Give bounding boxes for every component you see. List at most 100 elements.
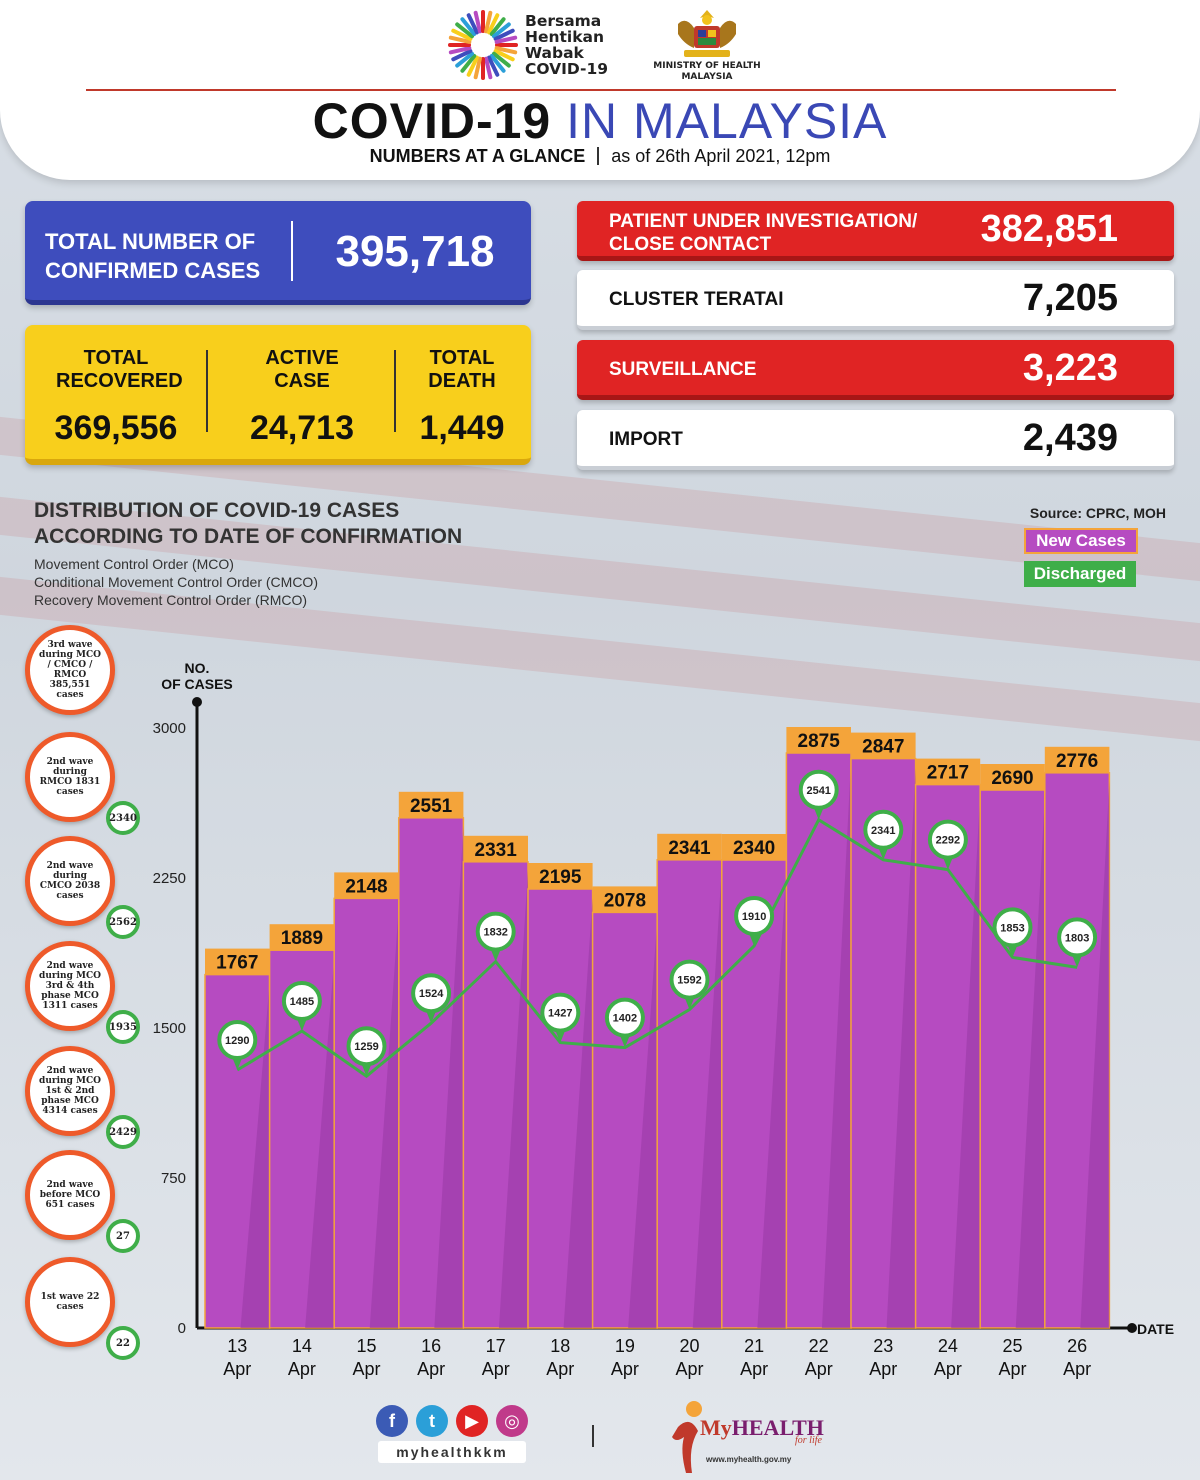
- cases-chart: NO. OF CASES DATE 0 750 1500 2250 3000 1767 13 Apr…: [153, 660, 1174, 1379]
- legend-discharged: Discharged: [1024, 561, 1136, 587]
- discharged-point: 2341: [863, 809, 904, 860]
- bar-shade: [334, 906, 399, 1328]
- x-axis-cap: [1127, 1323, 1137, 1333]
- wave-2nd-rmco: 2nd wave during RMCO 1831 cases 2340: [25, 732, 140, 835]
- wave-3rd: 3rd wave during MCO / CMCO / RMCO 385,55…: [25, 625, 115, 715]
- x-tick-month: Apr: [998, 1359, 1026, 1379]
- bar-value-label: 2551: [410, 796, 453, 817]
- bar-value-label: 1889: [281, 928, 323, 949]
- y-axis-title: NO. OF CASES: [161, 660, 233, 692]
- discharged-value-label: 1485: [290, 996, 314, 1008]
- discharged-value-label: 1290: [225, 1035, 249, 1047]
- x-tick-month: Apr: [934, 1359, 962, 1379]
- bar-shade: [915, 792, 981, 1328]
- bar-group: 1889: [268, 924, 335, 1329]
- bar-value-label: 2847: [862, 737, 904, 758]
- x-tick-month: Apr: [546, 1359, 574, 1379]
- twitter-icon[interactable]: t: [416, 1405, 448, 1437]
- header: Bersama Hentikan Wabak COVID-19 MINISTRY…: [0, 0, 1200, 180]
- outcome-card: TOTAL RECOVERED 369,556 ACTIVE CASE 24,7…: [25, 325, 531, 465]
- x-tick-day: 24: [938, 1336, 958, 1356]
- discharged-marker: [475, 911, 516, 952]
- bar-label-bg: [205, 948, 270, 975]
- bar-shade: [851, 766, 916, 1328]
- logo-ray: [455, 22, 475, 39]
- page-title: COVID-19 IN MALAYSIA: [312, 93, 888, 149]
- bar-shade: [1044, 780, 1110, 1328]
- header-rule: [86, 89, 1116, 91]
- instagram-icon[interactable]: ◎: [496, 1405, 528, 1437]
- discharged-marker: [927, 819, 968, 860]
- discharged-value-label: 1259: [354, 1041, 378, 1053]
- discharged-marker: [863, 809, 904, 850]
- bar-value-label: 2331: [475, 840, 518, 861]
- x-tick-month: Apr: [869, 1359, 897, 1379]
- discharged-value-label: 2541: [806, 785, 830, 797]
- x-tick-month: Apr: [417, 1359, 445, 1379]
- discharged-value-label: 1592: [677, 975, 701, 987]
- discharged-marker: [992, 907, 1033, 948]
- discharged-value-label: 1427: [548, 1008, 572, 1020]
- logo-ray: [455, 51, 475, 68]
- coat-of-arms-icon: [678, 10, 736, 57]
- wave-badge: 22: [106, 1326, 140, 1360]
- bar-value-label: 2148: [345, 876, 387, 897]
- discharged-value-label: 1832: [483, 927, 507, 939]
- source-label: Source: CPRC, MOH: [1029, 505, 1166, 521]
- facebook-icon[interactable]: f: [376, 1405, 408, 1437]
- bar-group: 2875: [785, 727, 852, 1329]
- bar-label-bg: [915, 758, 981, 785]
- x-tick-day: 16: [421, 1336, 441, 1356]
- youtube-icon[interactable]: ▶: [456, 1405, 488, 1437]
- logo-ray: [460, 17, 477, 37]
- bar-group: 2195: [527, 863, 594, 1329]
- y-axis-title-line: OF CASES: [161, 676, 233, 692]
- logo-ray: [487, 13, 500, 35]
- legend-new-cases: New Cases: [1024, 528, 1138, 554]
- bar-group: 2690: [979, 764, 1046, 1329]
- logo-ray: [473, 10, 482, 34]
- bar-group: 2148: [333, 872, 400, 1329]
- discharged-marker: [540, 992, 581, 1033]
- wave-1st: 1st wave 22 cases 22: [25, 1257, 140, 1360]
- wave-2nd-mco-1-2: 2nd wave during MCO 1st & 2nd phase MCO …: [25, 1046, 140, 1149]
- bar-value-label: 2717: [927, 763, 969, 784]
- bar-label-bg: [463, 835, 528, 862]
- x-tick-day: 17: [486, 1336, 506, 1356]
- x-tick-day: 25: [1002, 1336, 1022, 1356]
- discharged-point: 1524: [411, 973, 452, 1024]
- pui-card: PATIENT UNDER INVESTIGATION/ CLOSE CONTA…: [577, 201, 1174, 261]
- bar-group: 2717: [914, 758, 981, 1329]
- footer: f t ▶ ◎ myhealthkkm MyHEALTH for life ww…: [0, 1395, 1200, 1480]
- cluster-card: CLUSTER TERATAI 7,205: [577, 270, 1174, 330]
- x-tick-month: Apr: [482, 1359, 510, 1379]
- wave-badge: 27: [106, 1219, 140, 1253]
- bar-value-label: 2776: [1056, 751, 1098, 772]
- bar-group: 2341: [656, 833, 723, 1329]
- myhealth-tagline: for life: [795, 1435, 822, 1446]
- myhealth-url: www.myhealth.gov.my: [706, 1455, 792, 1464]
- discharged-value-label: 1910: [742, 911, 766, 923]
- discharged-marker: [734, 896, 775, 936]
- discharged-marker: [798, 769, 839, 810]
- social-handle[interactable]: myhealthkkm: [378, 1441, 526, 1463]
- bar-shade: [205, 982, 270, 1328]
- recovered-stat: TOTAL RECOVERED 369,556: [54, 347, 183, 447]
- y-tick-label: 0: [178, 1320, 186, 1337]
- y-axis-cap: [192, 697, 202, 707]
- logo-ray: [451, 28, 473, 41]
- logo-ray: [466, 13, 479, 35]
- wave-badge: 1935: [106, 1010, 140, 1044]
- ministry-label: MINISTRY OF HEALTH MALAYSIA: [653, 61, 761, 82]
- logo-ray: [448, 46, 472, 55]
- x-tick-day: 21: [744, 1336, 764, 1356]
- logo-ray: [494, 35, 518, 44]
- bar-shade: [528, 897, 593, 1328]
- bar-value-label: 2340: [733, 838, 775, 859]
- discharged-marker: [604, 997, 645, 1038]
- x-tick-month: Apr: [611, 1359, 639, 1379]
- logo-ray: [494, 46, 518, 55]
- x-tick-month: Apr: [740, 1359, 768, 1379]
- page-subtitle: NUMBERS AT A GLANCE as of 26th April 2021…: [369, 146, 831, 166]
- bar-group: 2776: [1044, 746, 1111, 1329]
